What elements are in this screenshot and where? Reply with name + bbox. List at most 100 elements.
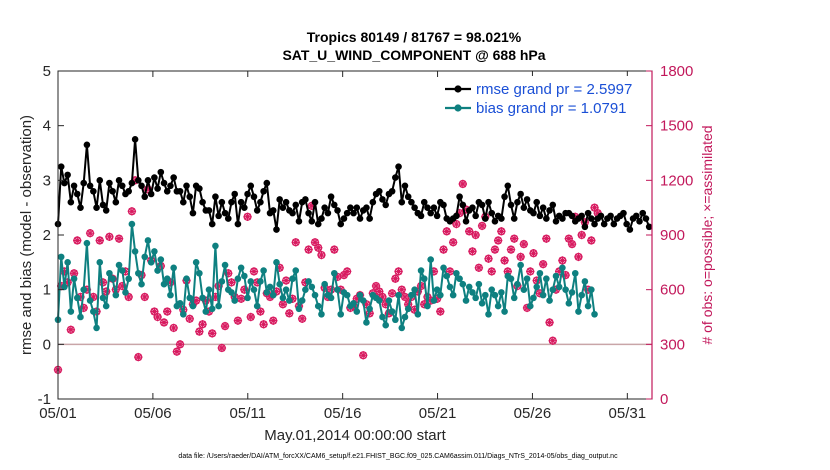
bias-point xyxy=(478,300,486,307)
x-axis-label: May.01,2014 00:00:00 start xyxy=(264,427,446,444)
rmse-point xyxy=(488,209,496,217)
rmse-point xyxy=(282,198,290,206)
rmse-point xyxy=(93,204,100,211)
bias-point xyxy=(276,280,283,288)
bias-point xyxy=(292,267,300,274)
bias-point xyxy=(86,297,94,304)
obs-count-marker xyxy=(474,263,484,272)
bias-point xyxy=(286,297,293,304)
obs-count-marker xyxy=(281,276,291,285)
rmse-point xyxy=(559,215,566,222)
y2-tick-label: 1200 xyxy=(660,172,693,189)
bias-point xyxy=(186,294,194,302)
obs-count-marker xyxy=(175,340,185,349)
rmse-point xyxy=(112,198,120,206)
bias-point xyxy=(138,280,145,288)
rmse-point xyxy=(330,201,338,209)
rmse-point xyxy=(250,193,258,201)
rmse-point xyxy=(536,212,544,220)
rmse-point xyxy=(591,220,598,228)
obs-count-marker xyxy=(394,267,403,276)
obs-count-marker xyxy=(538,259,548,269)
rmse-point xyxy=(453,212,460,220)
obs-count-marker xyxy=(185,314,194,324)
rmse-point xyxy=(212,193,219,201)
bias-point xyxy=(453,269,460,277)
rmse-point xyxy=(234,220,242,228)
rmse-point xyxy=(90,187,97,195)
obs-count-marker xyxy=(500,256,509,265)
y2-axis-label: # of obs: o=possible; ×=assimilated xyxy=(699,125,715,344)
rmse-point xyxy=(504,182,512,190)
bias-point xyxy=(305,278,312,285)
rmse-point xyxy=(533,198,541,206)
bias-point xyxy=(141,253,149,261)
bias-point xyxy=(183,275,190,283)
y2-tick-label: 600 xyxy=(660,282,685,299)
rmse-point xyxy=(530,209,537,217)
rmse-point xyxy=(353,204,361,211)
bias-point xyxy=(247,278,255,285)
rmse-point xyxy=(157,168,165,176)
rmse-point xyxy=(645,223,653,231)
rmse-point xyxy=(478,201,486,209)
bias-point xyxy=(363,319,370,326)
rmse-point xyxy=(106,179,113,187)
bias-point xyxy=(408,291,415,299)
obs-count-marker xyxy=(510,234,519,243)
rmse-point xyxy=(369,198,377,206)
bias-point xyxy=(131,248,139,255)
obs-count-marker xyxy=(452,219,461,229)
rmse-point xyxy=(125,187,132,195)
rmse-point xyxy=(642,215,650,222)
bias-point xyxy=(112,291,120,299)
bias-point xyxy=(591,310,598,318)
bias-point xyxy=(237,264,245,272)
bias-point xyxy=(472,294,479,302)
bias-point xyxy=(424,302,431,310)
bias-point xyxy=(514,280,521,288)
y2-tick-label: 300 xyxy=(660,336,685,353)
bias-point xyxy=(208,305,216,313)
rmse-point xyxy=(205,207,213,214)
rmse-point xyxy=(186,193,194,201)
y-tick-label: 3 xyxy=(43,172,51,189)
bias-point xyxy=(562,286,569,293)
bias-point xyxy=(417,267,425,274)
rmse-point xyxy=(292,201,300,209)
rmse-point xyxy=(215,212,222,220)
bias-point xyxy=(90,308,97,315)
obs-count-marker xyxy=(558,256,567,265)
rmse-point xyxy=(347,204,354,211)
x-tick-label: 05/16 xyxy=(324,405,362,422)
bias-point xyxy=(77,313,84,321)
chart-title-line2: SAT_U_WIND_COMPONENT @ 688 hPa xyxy=(282,47,545,63)
rmse-point xyxy=(366,215,373,222)
bias-point xyxy=(221,261,229,269)
obs-count-marker xyxy=(259,320,268,329)
rmse-point xyxy=(584,209,592,217)
obs-count-marker xyxy=(291,238,300,247)
bias-point xyxy=(80,286,88,293)
bias-point xyxy=(318,310,325,318)
rmse-point xyxy=(404,193,412,201)
y2-tick-label: 900 xyxy=(660,227,685,244)
rmse-point xyxy=(199,198,206,206)
rmse-point xyxy=(176,187,184,195)
obs-count-marker xyxy=(359,351,368,360)
bias-point xyxy=(469,289,476,296)
rmse-point xyxy=(472,212,479,220)
rmse-point xyxy=(539,204,547,211)
rmse-point xyxy=(241,204,248,211)
rmse-point xyxy=(273,226,280,233)
rmse-point xyxy=(514,198,521,206)
rmse-point xyxy=(408,198,415,206)
obs-count-marker xyxy=(477,221,487,231)
bias-point xyxy=(170,264,177,272)
rmse-point xyxy=(189,209,197,217)
bias-point xyxy=(501,308,508,315)
obs-count-marker xyxy=(574,252,583,262)
obs-count-marker xyxy=(506,245,516,254)
bias-point xyxy=(555,283,563,291)
bias-point xyxy=(144,237,152,244)
